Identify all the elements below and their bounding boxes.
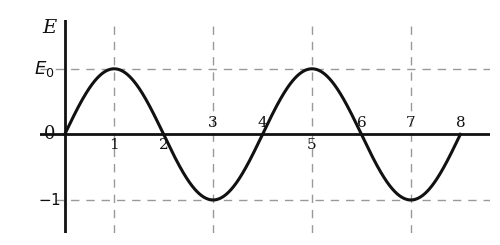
Text: 3: 3 — [208, 116, 218, 130]
Text: $E_0$: $E_0$ — [34, 59, 54, 79]
Text: $-1$: $-1$ — [38, 192, 62, 208]
Text: 2: 2 — [159, 138, 168, 152]
Text: 7: 7 — [406, 116, 415, 130]
Text: 0: 0 — [44, 125, 56, 143]
Text: 8: 8 — [456, 116, 465, 130]
Text: 4: 4 — [258, 116, 268, 130]
Text: 5: 5 — [307, 138, 317, 152]
Text: 6: 6 — [356, 116, 366, 130]
Text: 1: 1 — [110, 138, 119, 152]
Text: E: E — [43, 19, 57, 37]
